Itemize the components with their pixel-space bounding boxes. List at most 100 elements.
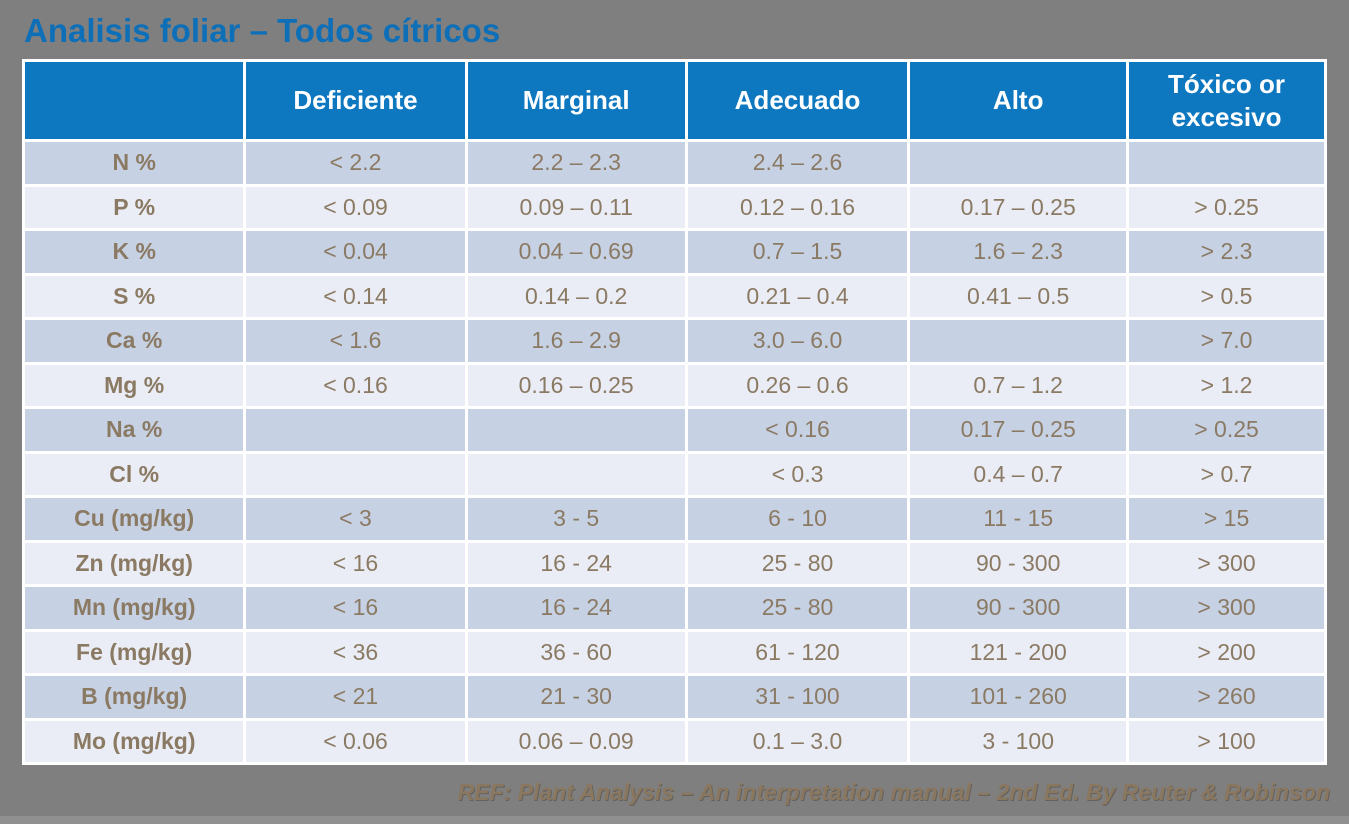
table-cell: 0.7 – 1.2 (907, 361, 1130, 409)
table-cell: 0.17 – 0.25 (907, 183, 1130, 231)
table-cell (907, 139, 1130, 187)
table-row-mn: Mn (mg/kg) < 16 16 - 24 25 - 80 90 - 300… (21, 584, 1327, 632)
table-cell: 101 - 260 (907, 673, 1130, 721)
row-label: K % (21, 228, 247, 276)
table-cell (243, 450, 468, 498)
column-header-alto: Alto (907, 59, 1130, 142)
table-cell: > 0.25 (1126, 183, 1327, 231)
table-cell: 0.1 – 3.0 (684, 717, 911, 765)
row-label: Mg % (21, 361, 247, 409)
table-cell: > 7.0 (1126, 317, 1327, 365)
table-row-cu: Cu (mg/kg) < 3 3 - 5 6 - 10 11 - 15 > 15 (21, 495, 1327, 543)
table-row-ca: Ca % < 1.6 1.6 – 2.9 3.0 – 6.0 > 7.0 (21, 317, 1327, 365)
table-cell: 61 - 120 (684, 628, 911, 676)
table-cell (1126, 139, 1327, 187)
table-cell: > 0.7 (1126, 450, 1327, 498)
table-cell: 0.21 – 0.4 (684, 272, 911, 320)
table-cell: > 0.25 (1126, 406, 1327, 454)
table-row-k: K % < 0.04 0.04 – 0.69 0.7 – 1.5 1.6 – 2… (21, 228, 1327, 276)
column-header-toxico: Tóxico or excesivo (1126, 59, 1327, 142)
table-row-cl: Cl % < 0.3 0.4 – 0.7 > 0.7 (21, 450, 1327, 498)
table-cell: 21 - 30 (464, 673, 688, 721)
table-cell: 0.06 – 0.09 (464, 717, 688, 765)
table-cell: 0.17 – 0.25 (907, 406, 1130, 454)
table-cell: < 3 (243, 495, 468, 543)
table-cell: 25 - 80 (684, 539, 911, 587)
table-cell: 0.7 – 1.5 (684, 228, 911, 276)
table-cell: 0.04 – 0.69 (464, 228, 688, 276)
column-header-adecuado: Adecuado (684, 59, 911, 142)
table-row-mg: Mg % < 0.16 0.16 – 0.25 0.26 – 0.6 0.7 –… (21, 361, 1327, 409)
table-row-b: B (mg/kg) < 21 21 - 30 31 - 100 101 - 26… (21, 673, 1327, 721)
table-cell: 0.12 – 0.16 (684, 183, 911, 231)
table-cell: > 2.3 (1126, 228, 1327, 276)
row-label: P % (21, 183, 247, 231)
table-cell: 25 - 80 (684, 584, 911, 632)
table-cell: > 100 (1126, 717, 1327, 765)
column-header-deficiente: Deficiente (243, 59, 468, 142)
row-label: N % (21, 139, 247, 187)
table-row-n: N % < 2.2 2.2 – 2.3 2.4 – 2.6 (21, 139, 1327, 187)
table-cell: 11 - 15 (907, 495, 1130, 543)
table-cell: < 0.06 (243, 717, 468, 765)
table-cell: 16 - 24 (464, 539, 688, 587)
table-cell: 0.16 – 0.25 (464, 361, 688, 409)
table-cell: 36 - 60 (464, 628, 688, 676)
foliar-analysis-table: Deficiente Marginal Adecuado Alto Tóxico… (21, 59, 1327, 765)
table-cell: < 21 (243, 673, 468, 721)
table-cell: < 0.16 (243, 361, 468, 409)
table-cell: < 0.14 (243, 272, 468, 320)
row-label: Na % (21, 406, 247, 454)
table-cell: > 300 (1126, 584, 1327, 632)
row-label: B (mg/kg) (21, 673, 247, 721)
table-cell: > 15 (1126, 495, 1327, 543)
table-cell: 2.2 – 2.3 (464, 139, 688, 187)
row-label: Mn (mg/kg) (21, 584, 247, 632)
row-label: Zn (mg/kg) (21, 539, 247, 587)
table-cell: < 0.16 (684, 406, 911, 454)
header-row: Deficiente Marginal Adecuado Alto Tóxico… (21, 59, 1327, 142)
table-cell: 2.4 – 2.6 (684, 139, 911, 187)
table-cell: < 0.09 (243, 183, 468, 231)
column-header-marginal: Marginal (464, 59, 688, 142)
column-header-empty (21, 59, 247, 142)
table-cell: < 36 (243, 628, 468, 676)
row-label: Cl % (21, 450, 247, 498)
row-label: Mo (mg/kg) (21, 717, 247, 765)
table-cell: 3 - 5 (464, 495, 688, 543)
table-cell: < 0.3 (684, 450, 911, 498)
table-row-na: Na % < 0.16 0.17 – 0.25 > 0.25 (21, 406, 1327, 454)
table-cell (907, 317, 1130, 365)
table-cell (464, 406, 688, 454)
table-row-s: S % < 0.14 0.14 – 0.2 0.21 – 0.4 0.41 – … (21, 272, 1327, 320)
bottom-strip (0, 816, 1349, 824)
table-row-mo: Mo (mg/kg) < 0.06 0.06 – 0.09 0.1 – 3.0 … (21, 717, 1327, 765)
row-label: Cu (mg/kg) (21, 495, 247, 543)
table-cell: > 260 (1126, 673, 1327, 721)
row-label: S % (21, 272, 247, 320)
table-row-p: P % < 0.09 0.09 – 0.11 0.12 – 0.16 0.17 … (21, 183, 1327, 231)
table-cell: 0.14 – 0.2 (464, 272, 688, 320)
table-cell: > 1.2 (1126, 361, 1327, 409)
table-cell: > 0.5 (1126, 272, 1327, 320)
table-cell: 121 - 200 (907, 628, 1130, 676)
table-cell: < 16 (243, 539, 468, 587)
table-cell: 31 - 100 (684, 673, 911, 721)
table-cell: 90 - 300 (907, 584, 1130, 632)
table-cell: < 2.2 (243, 139, 468, 187)
table-cell: < 1.6 (243, 317, 468, 365)
table-cell: 0.41 – 0.5 (907, 272, 1130, 320)
table-cell: 1.6 – 2.9 (464, 317, 688, 365)
page-title: Analisis foliar – Todos cítricos (24, 12, 501, 49)
table-cell: < 0.04 (243, 228, 468, 276)
table-cell: 3.0 – 6.0 (684, 317, 911, 365)
table-cell: 3 - 100 (907, 717, 1130, 765)
table-cell: 0.09 – 0.11 (464, 183, 688, 231)
table-cell (243, 406, 468, 454)
table-cell: < 16 (243, 584, 468, 632)
table-cell: > 200 (1126, 628, 1327, 676)
table-cell: 90 - 300 (907, 539, 1130, 587)
reference-citation: REF: Plant Analysis – An interpretation … (457, 779, 1330, 805)
table-cell: 6 - 10 (684, 495, 911, 543)
table-cell: > 300 (1126, 539, 1327, 587)
